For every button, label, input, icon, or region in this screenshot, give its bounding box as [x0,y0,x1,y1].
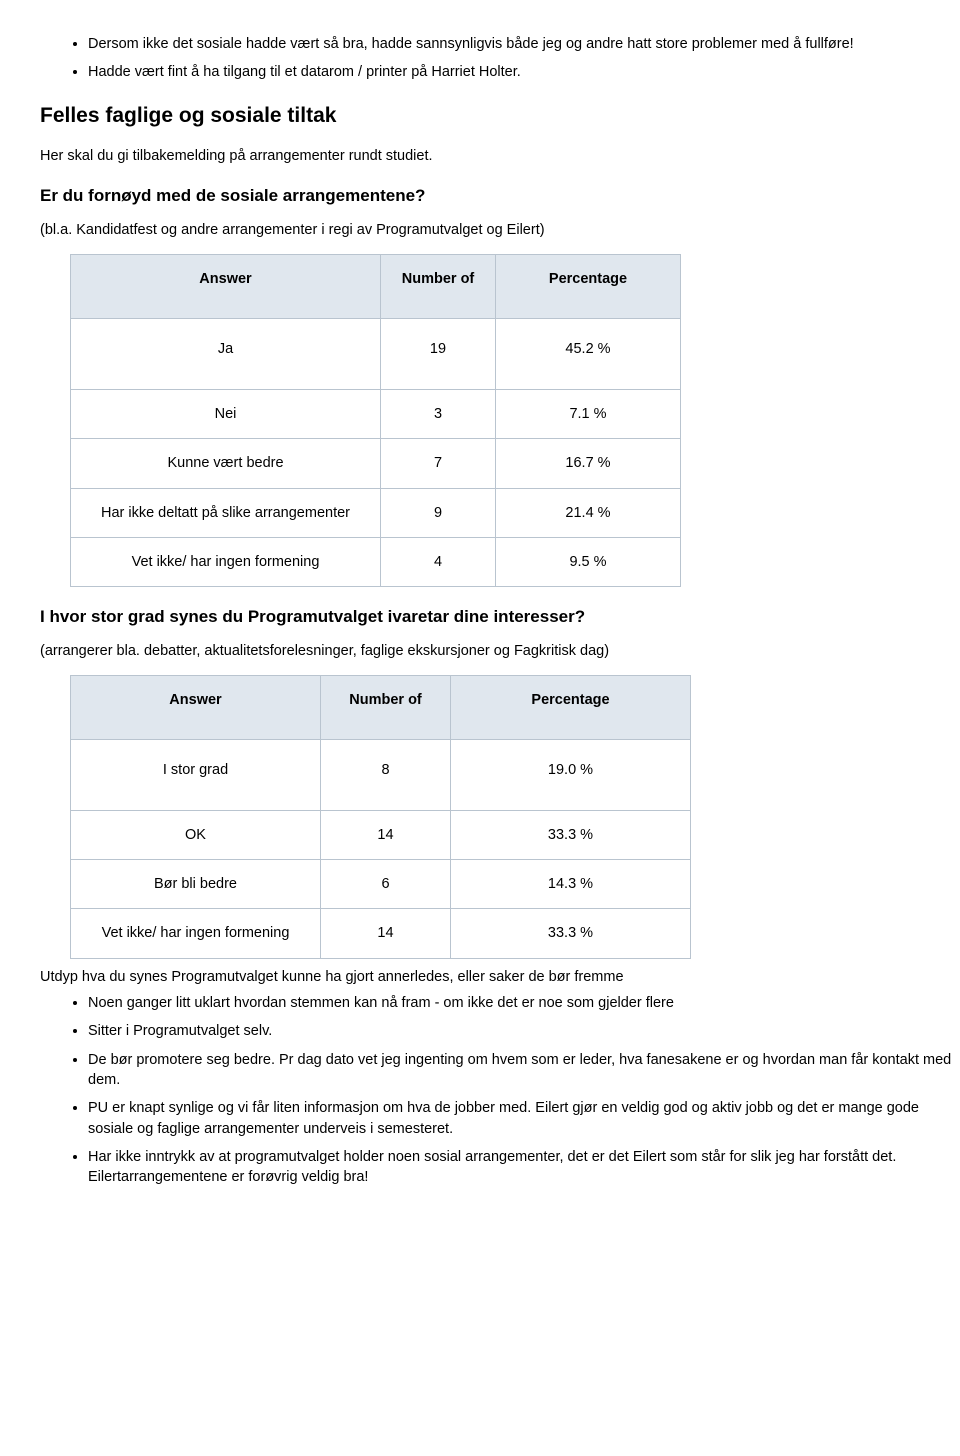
table-row: Vet ikke/ har ingen formening 14 33.3 % [71,909,691,958]
col-number-header: Number of [321,676,451,739]
col-number-header: Number of [381,255,496,318]
q2-subtext: (arrangerer bla. debatter, aktualitetsfo… [40,641,960,661]
cell-number: 19 [381,318,496,389]
q1-subtext: (bl.a. Kandidatfest og andre arrangement… [40,220,960,240]
cell-number: 4 [381,537,496,586]
cell-answer: Bør bli bedre [71,860,321,909]
cell-number: 9 [381,488,496,537]
q1-table: Answer Number of Percentage Ja 19 45.2 %… [70,254,681,587]
cell-percentage: 45.2 % [496,318,681,389]
cell-number: 14 [321,810,451,859]
cell-number: 7 [381,439,496,488]
table-row: Nei 3 7.1 % [71,389,681,438]
col-percentage-header: Percentage [496,255,681,318]
table-row: I stor grad 8 19.0 % [71,739,691,810]
cell-percentage: 21.4 % [496,488,681,537]
col-percentage-header: Percentage [451,676,691,739]
table-header-row: Answer Number of Percentage [71,676,691,739]
q2-followup-text: Utdyp hva du synes Programutvalget kunne… [40,967,960,987]
table-row: Bør bli bedre 6 14.3 % [71,860,691,909]
list-item: PU er knapt synlige og vi får liten info… [88,1098,960,1139]
list-item: De bør promotere seg bedre. Pr dag dato … [88,1050,960,1091]
table-row: Kunne vært bedre 7 16.7 % [71,439,681,488]
section-intro: Her skal du gi tilbakemelding på arrange… [40,146,960,166]
cell-percentage: 16.7 % [496,439,681,488]
cell-answer: Vet ikke/ har ingen formening [71,537,381,586]
cell-percentage: 33.3 % [451,810,691,859]
col-answer-header: Answer [71,255,381,318]
list-item: Har ikke inntrykk av at programutvalget … [88,1147,960,1188]
table-row: OK 14 33.3 % [71,810,691,859]
cell-percentage: 9.5 % [496,537,681,586]
cell-answer: Vet ikke/ har ingen formening [71,909,321,958]
cell-answer: OK [71,810,321,859]
list-item: Dersom ikke det sosiale hadde vært så br… [88,34,960,54]
q1-title: Er du fornøyd med de sosiale arrangement… [40,184,960,208]
top-bullet-list: Dersom ikke det sosiale hadde vært så br… [40,34,960,83]
section-title: Felles faglige og sosiale tiltak [40,101,960,130]
cell-percentage: 33.3 % [451,909,691,958]
cell-number: 8 [321,739,451,810]
list-item: Hadde vært fint å ha tilgang til et data… [88,62,960,82]
cell-answer: Ja [71,318,381,389]
q2-bullet-list: Noen ganger litt uklart hvordan stemmen … [40,993,960,1187]
table-header-row: Answer Number of Percentage [71,255,681,318]
cell-answer: Nei [71,389,381,438]
cell-number: 3 [381,389,496,438]
q2-table: Answer Number of Percentage I stor grad … [70,675,691,958]
table-row: Har ikke deltatt på slike arrangementer … [71,488,681,537]
cell-percentage: 19.0 % [451,739,691,810]
cell-answer: Har ikke deltatt på slike arrangementer [71,488,381,537]
cell-number: 14 [321,909,451,958]
list-item: Noen ganger litt uklart hvordan stemmen … [88,993,960,1013]
list-item: Sitter i Programutvalget selv. [88,1021,960,1041]
table-row: Ja 19 45.2 % [71,318,681,389]
cell-number: 6 [321,860,451,909]
cell-percentage: 7.1 % [496,389,681,438]
cell-percentage: 14.3 % [451,860,691,909]
cell-answer: I stor grad [71,739,321,810]
col-answer-header: Answer [71,676,321,739]
table-row: Vet ikke/ har ingen formening 4 9.5 % [71,537,681,586]
q2-title: I hvor stor grad synes du Programutvalge… [40,605,960,629]
cell-answer: Kunne vært bedre [71,439,381,488]
